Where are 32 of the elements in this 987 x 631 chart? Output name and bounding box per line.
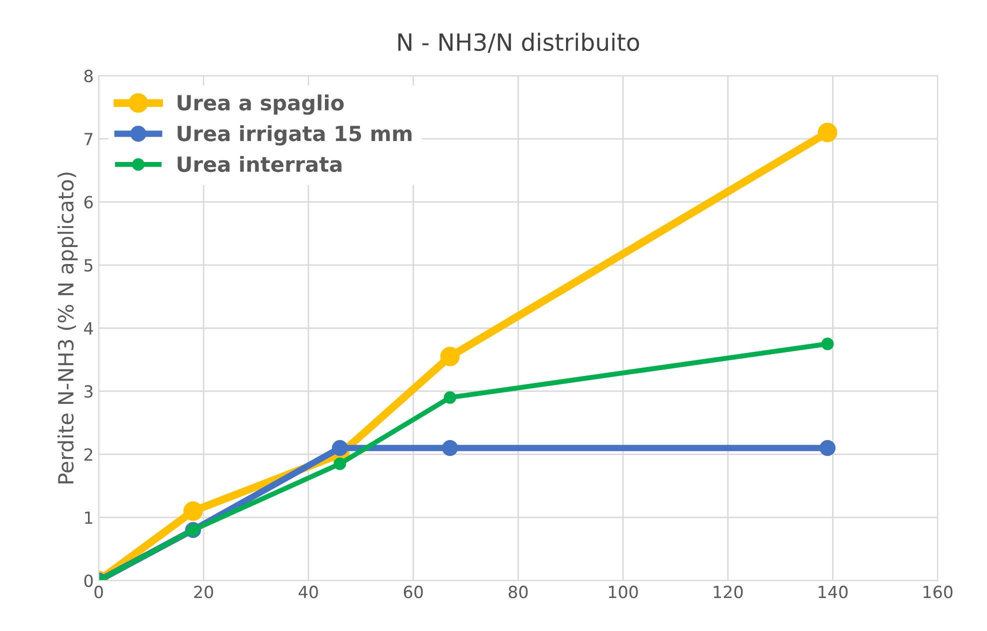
y-tick-label: 8: [84, 70, 93, 82]
point: [444, 391, 456, 404]
x-tick-label: 20: [194, 586, 214, 598]
legend-label: Urea interrata: [178, 156, 342, 172]
point: [818, 122, 838, 142]
x-tick-label: 160: [924, 586, 952, 598]
x-tick-label: 140: [818, 586, 848, 598]
x-tick-label: 100: [608, 586, 638, 598]
y-axis-title: Perdite N-NH3 (% N applicato): [58, 172, 78, 484]
y-tick-label: 0: [84, 574, 93, 588]
point: [442, 440, 458, 456]
x-tick-label: 120: [714, 586, 743, 598]
x-tick-label: 60: [404, 586, 423, 598]
y-tick-label: 6: [84, 196, 93, 208]
x-tick-label: 0: [94, 586, 103, 598]
y-tick-label: 7: [84, 133, 92, 146]
y-tick-label: 3: [84, 385, 93, 398]
x-tick-label: 40: [298, 586, 318, 598]
point: [820, 440, 836, 456]
point: [332, 440, 348, 456]
point: [334, 458, 346, 470]
y-tick-label: 5: [84, 259, 92, 272]
chart-title: N - NH3/N distribuito: [398, 32, 640, 53]
legend-label: Urea irrigata 15 mm: [178, 125, 412, 146]
y-tick-label: 2: [84, 448, 92, 461]
point: [440, 346, 460, 366]
y-tick-label: 1: [85, 512, 92, 524]
y-tick-label: 4: [84, 322, 93, 334]
x-tick-label: 80: [508, 586, 528, 598]
point: [183, 501, 203, 521]
legend-label: Urea a spaglio: [178, 94, 344, 115]
point: [821, 338, 834, 350]
